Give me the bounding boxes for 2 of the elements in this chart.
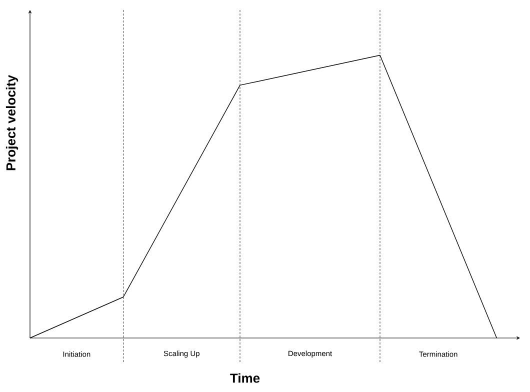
y-axis-title: Project velocity xyxy=(6,75,18,170)
x-axis-title: Time xyxy=(230,373,260,383)
